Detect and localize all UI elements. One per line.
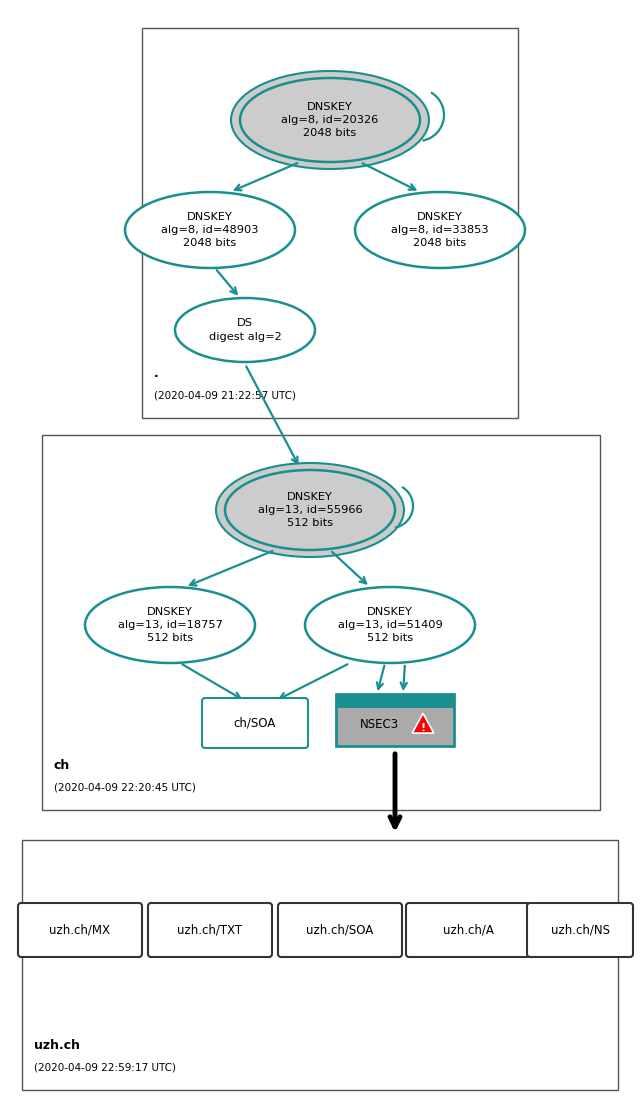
Ellipse shape: [305, 588, 475, 663]
Text: .: .: [154, 367, 159, 380]
FancyBboxPatch shape: [22, 840, 618, 1090]
FancyBboxPatch shape: [336, 694, 454, 746]
Text: DNSKEY
alg=8, id=33853
2048 bits: DNSKEY alg=8, id=33853 2048 bits: [391, 212, 489, 248]
Text: uzh.ch: uzh.ch: [34, 1039, 80, 1052]
FancyBboxPatch shape: [202, 698, 308, 748]
Ellipse shape: [225, 470, 395, 550]
FancyBboxPatch shape: [527, 903, 633, 957]
Text: DNSKEY
alg=13, id=55966
512 bits: DNSKEY alg=13, id=55966 512 bits: [258, 491, 362, 528]
Text: (2020-04-09 22:20:45 UTC): (2020-04-09 22:20:45 UTC): [54, 782, 196, 792]
Ellipse shape: [85, 588, 255, 663]
Text: DS
digest alg=2: DS digest alg=2: [209, 318, 282, 342]
Text: DNSKEY
alg=8, id=20326
2048 bits: DNSKEY alg=8, id=20326 2048 bits: [282, 102, 379, 139]
Text: ch: ch: [54, 758, 70, 772]
Ellipse shape: [216, 464, 404, 557]
Text: DNSKEY
alg=8, id=48903
2048 bits: DNSKEY alg=8, id=48903 2048 bits: [161, 212, 259, 248]
Ellipse shape: [231, 71, 429, 169]
Ellipse shape: [125, 192, 295, 268]
FancyBboxPatch shape: [142, 28, 518, 418]
Text: uzh.ch/A: uzh.ch/A: [443, 924, 493, 936]
Text: ch/SOA: ch/SOA: [234, 716, 276, 729]
Ellipse shape: [175, 298, 315, 362]
Ellipse shape: [355, 192, 525, 268]
FancyBboxPatch shape: [278, 903, 402, 957]
Text: (2020-04-09 22:59:17 UTC): (2020-04-09 22:59:17 UTC): [34, 1062, 176, 1072]
Text: uzh.ch/TXT: uzh.ch/TXT: [177, 924, 243, 936]
Text: !: !: [420, 723, 426, 733]
Polygon shape: [412, 714, 434, 733]
Text: DNSKEY
alg=13, id=51409
512 bits: DNSKEY alg=13, id=51409 512 bits: [338, 607, 442, 643]
FancyBboxPatch shape: [18, 903, 142, 957]
Ellipse shape: [240, 78, 420, 162]
Text: uzh.ch/NS: uzh.ch/NS: [550, 924, 609, 936]
Text: DNSKEY
alg=13, id=18757
512 bits: DNSKEY alg=13, id=18757 512 bits: [118, 607, 223, 643]
FancyBboxPatch shape: [406, 903, 530, 957]
Text: (2020-04-09 21:22:57 UTC): (2020-04-09 21:22:57 UTC): [154, 390, 296, 400]
Text: uzh.ch/MX: uzh.ch/MX: [49, 924, 111, 936]
FancyBboxPatch shape: [42, 435, 600, 810]
FancyBboxPatch shape: [336, 694, 454, 708]
Text: uzh.ch/SOA: uzh.ch/SOA: [307, 924, 374, 936]
FancyBboxPatch shape: [148, 903, 272, 957]
Text: NSEC3: NSEC3: [360, 718, 399, 732]
